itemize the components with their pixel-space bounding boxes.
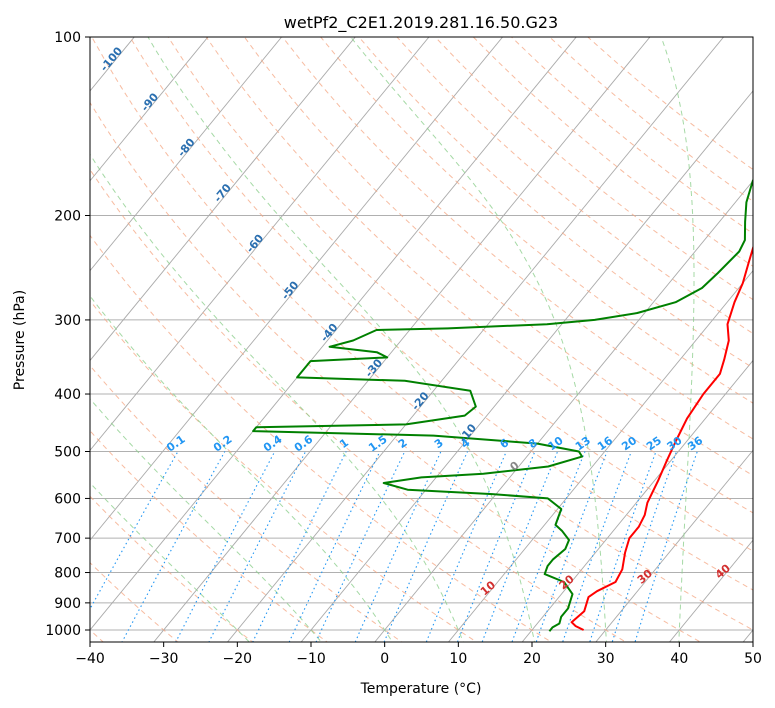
y-tick-label-9: 100 bbox=[54, 30, 81, 46]
moist-adiabat-3 bbox=[90, 153, 464, 642]
profile-lines bbox=[252, 178, 753, 632]
x-tick-label-0: −40 bbox=[75, 651, 105, 667]
dewpoint-profile bbox=[252, 178, 753, 632]
mixing-ratio-line-15 bbox=[589, 451, 657, 642]
moist-adiabat-1 bbox=[90, 398, 322, 642]
x-tick-label-1: −30 bbox=[149, 651, 179, 667]
y-tick-label-4: 600 bbox=[54, 491, 81, 507]
isotherm-15 bbox=[300, 90, 753, 642]
isotherm-19 bbox=[595, 449, 753, 642]
isotherm-20 bbox=[668, 539, 753, 642]
isotherm-16 bbox=[374, 180, 753, 642]
y-tick-label-3: 700 bbox=[54, 531, 81, 547]
moist-adiabat-4 bbox=[147, 37, 536, 642]
x-tick-label-5: 10 bbox=[449, 651, 467, 667]
dry-adiabat-5 bbox=[90, 364, 403, 642]
isotherm-12 bbox=[90, 37, 577, 631]
x-tick-label-7: 30 bbox=[597, 651, 615, 667]
dry-adiabat-16 bbox=[320, 37, 753, 404]
isotherm-13 bbox=[153, 37, 651, 642]
temperature-profile bbox=[570, 244, 753, 631]
y-tick-label-7: 300 bbox=[54, 313, 81, 329]
y-tick-label-8: 200 bbox=[54, 209, 81, 225]
x-axis-title: Temperature (°C) bbox=[360, 681, 482, 697]
mixing-ratio-line-5 bbox=[288, 451, 381, 642]
x-tick-label-2: −20 bbox=[223, 651, 253, 667]
y-tick-label-0: 1000 bbox=[45, 623, 81, 639]
mixing-ratio-line-17 bbox=[634, 451, 698, 642]
y-tick-label-6: 400 bbox=[54, 387, 81, 403]
plot-frame bbox=[89, 36, 754, 643]
x-tick-label-6: 20 bbox=[523, 651, 541, 667]
x-axis: −40 −30 −20 −10 0 10 20 30 40 50 bbox=[75, 642, 762, 667]
isotherm-7 bbox=[90, 37, 209, 182]
chart-title: wetPf2_C2E1.2019.281.16.50.G23 bbox=[284, 13, 558, 33]
dry-adiabat-12 bbox=[167, 37, 753, 552]
dry-adiabat-14 bbox=[243, 37, 753, 477]
dry-adiabat-2 bbox=[90, 562, 179, 642]
y-tick-label-2: 800 bbox=[54, 566, 81, 582]
isotherm-14 bbox=[226, 37, 725, 642]
moist-adiabat-5 bbox=[350, 37, 607, 642]
x-tick-label-8: 40 bbox=[670, 651, 688, 667]
x-tick-label-9: 50 bbox=[744, 651, 762, 667]
mixing-ratio-line-6 bbox=[315, 451, 406, 642]
mixing-ratio-line-4 bbox=[252, 451, 347, 642]
y-axis-title: Pressure (hPa) bbox=[12, 290, 28, 390]
dry-adiabat-18 bbox=[396, 37, 753, 335]
mixing-ratio-line-1 bbox=[121, 451, 226, 642]
y-tick-label-5: 500 bbox=[54, 444, 81, 460]
isotherm-17 bbox=[447, 269, 753, 642]
moist-adiabat-6 bbox=[660, 37, 695, 642]
background-lines bbox=[90, 37, 753, 642]
dry-adiabat-9 bbox=[90, 101, 702, 642]
y-tick-label-1: 900 bbox=[54, 596, 81, 612]
isotherm-10 bbox=[90, 37, 430, 452]
isotherm-9 bbox=[90, 37, 356, 362]
isotherm-18 bbox=[521, 359, 753, 642]
mixing-ratio-line-16 bbox=[611, 451, 678, 642]
x-tick-label-3: −10 bbox=[296, 651, 326, 667]
isotherm-8 bbox=[90, 37, 283, 272]
mixing-ratio-line-12 bbox=[511, 451, 586, 642]
mixing-ratio-line-14 bbox=[562, 451, 632, 642]
x-tick-label-4: 0 bbox=[380, 651, 389, 667]
mixing-ratio-line-2 bbox=[175, 451, 276, 642]
dry-adiabat-8 bbox=[90, 168, 627, 642]
dry-adiabat-10 bbox=[91, 37, 753, 631]
dry-adiabat-11 bbox=[129, 37, 753, 591]
y-axis: 1000 900 800 700 600 500 400 300 200 100 bbox=[45, 30, 90, 639]
mixing-ratio-line-3 bbox=[208, 451, 307, 642]
moist-adiabat-2 bbox=[90, 295, 394, 642]
